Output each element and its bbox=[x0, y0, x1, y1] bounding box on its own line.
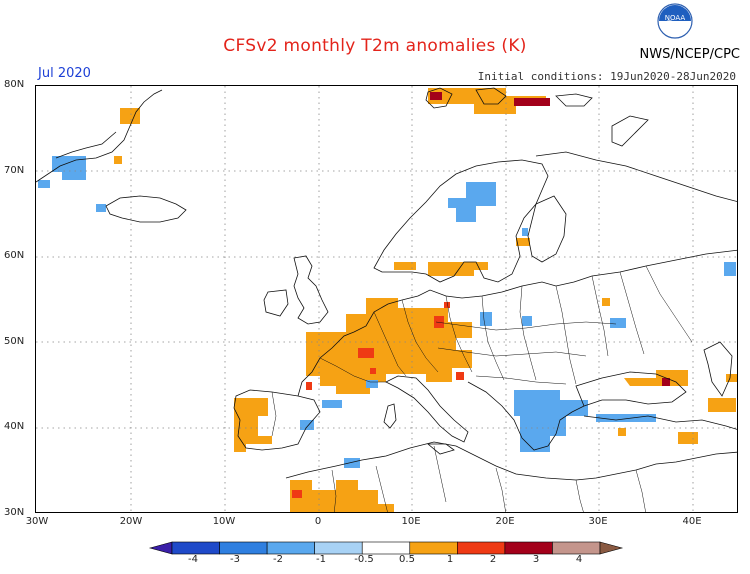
lat-label-80n: 80N bbox=[4, 79, 25, 90]
anomaly-cell bbox=[596, 414, 656, 422]
anomaly-cell bbox=[430, 92, 442, 100]
anomaly-cell bbox=[428, 88, 546, 114]
colorbar-cell bbox=[219, 541, 268, 555]
anomaly-cell bbox=[610, 318, 626, 328]
lon-label-10w: 10W bbox=[212, 516, 236, 527]
colorbar-label: 1 bbox=[446, 554, 454, 565]
lon-label-10e: 10E bbox=[401, 516, 421, 527]
colorbar-cell bbox=[171, 541, 220, 555]
anomaly-cell bbox=[708, 398, 736, 412]
colorbar-cells bbox=[148, 541, 624, 555]
lat-label-40n: 40N bbox=[4, 421, 25, 432]
colorbar-label: 4 bbox=[575, 554, 583, 565]
lon-label-20e: 20E bbox=[495, 516, 515, 527]
colorbar-cell bbox=[504, 541, 553, 555]
colorbar-cell bbox=[266, 541, 315, 555]
anomaly-cell bbox=[514, 390, 588, 452]
map-canvas bbox=[36, 86, 737, 512]
anomaly-cell bbox=[428, 262, 488, 276]
anomaly-cell bbox=[114, 156, 122, 164]
colorbar-label: 2 bbox=[489, 554, 497, 565]
lon-label-20w: 20W bbox=[119, 516, 143, 527]
colorbar-arrow-low bbox=[148, 541, 173, 555]
lat-label-30n: 30N bbox=[4, 507, 25, 518]
colorbar-cell bbox=[361, 541, 411, 555]
lon-label-30w: 30W bbox=[25, 516, 49, 527]
anomaly-cell bbox=[624, 370, 688, 386]
lon-label-0: 0 bbox=[314, 516, 322, 527]
anomaly-cell bbox=[292, 490, 302, 498]
colorbar-cell bbox=[409, 541, 458, 555]
lon-label-40e: 40E bbox=[682, 516, 702, 527]
noaa-logo: NOAA bbox=[657, 3, 693, 39]
colorbar-label: 0.5 bbox=[399, 554, 415, 565]
colorbar-cell bbox=[314, 541, 363, 555]
anomaly-cell bbox=[434, 316, 444, 328]
colorbar bbox=[148, 541, 624, 555]
anomaly-cell bbox=[234, 398, 272, 452]
anomaly-cell bbox=[662, 378, 670, 386]
anomaly-cell bbox=[366, 380, 378, 388]
anomaly-cell bbox=[448, 182, 496, 222]
anomaly-cell bbox=[522, 228, 528, 236]
anomaly-cell bbox=[290, 480, 394, 512]
anomaly-cell bbox=[38, 180, 50, 188]
lat-label-50n: 50N bbox=[4, 336, 25, 347]
anomaly-cell bbox=[306, 382, 312, 390]
anomaly-cell bbox=[456, 372, 464, 380]
anomaly-cell bbox=[726, 374, 737, 382]
lat-label-60n: 60N bbox=[4, 250, 25, 261]
colorbar-label: -2 bbox=[273, 554, 283, 565]
anomaly-cell bbox=[322, 400, 342, 408]
noaa-logo-text: NOAA bbox=[665, 14, 686, 22]
anomaly-cell bbox=[394, 262, 416, 270]
anomaly-cell bbox=[370, 368, 376, 374]
colorbar-label: -4 bbox=[188, 554, 198, 565]
lon-label-30e: 30E bbox=[588, 516, 608, 527]
anomaly-cell bbox=[358, 348, 374, 358]
anomaly-cell bbox=[514, 98, 550, 106]
anomaly-cell bbox=[120, 108, 140, 124]
anomaly-cell bbox=[522, 316, 532, 326]
anomaly-cell bbox=[444, 302, 450, 308]
colorbar-label: 3 bbox=[532, 554, 540, 565]
anomaly-cell bbox=[52, 156, 86, 180]
colorbar-arrow-high bbox=[599, 541, 624, 555]
anomaly-map bbox=[35, 85, 738, 513]
colorbar-cell bbox=[552, 541, 601, 555]
coastlines bbox=[36, 87, 737, 481]
colorbar-label: -3 bbox=[230, 554, 240, 565]
forecast-month: Jul 2020 bbox=[38, 66, 91, 81]
agency-label: NWS/NCEP/CPC bbox=[639, 47, 740, 62]
colorbar-cell bbox=[457, 541, 506, 555]
anomaly-cell bbox=[344, 458, 360, 468]
anomaly-cell bbox=[678, 432, 698, 444]
initial-conditions: Initial conditions: 19Jun2020-28Jun2020 bbox=[477, 70, 736, 83]
anomaly-cells bbox=[38, 88, 737, 512]
anomaly-cell bbox=[516, 238, 530, 246]
colorbar-label: -1 bbox=[316, 554, 326, 565]
anomaly-cell bbox=[480, 312, 492, 326]
lat-label-70n: 70N bbox=[4, 165, 25, 176]
country-borders bbox=[271, 265, 693, 512]
anomaly-cell bbox=[300, 420, 314, 430]
anomaly-cell bbox=[724, 262, 736, 276]
colorbar-label: -0.5 bbox=[354, 554, 374, 565]
anomaly-cell bbox=[602, 298, 610, 306]
map-title: CFSv2 monthly T2m anomalies (K) bbox=[223, 36, 527, 56]
anomaly-cell bbox=[618, 428, 626, 436]
anomaly-cell bbox=[96, 204, 106, 212]
